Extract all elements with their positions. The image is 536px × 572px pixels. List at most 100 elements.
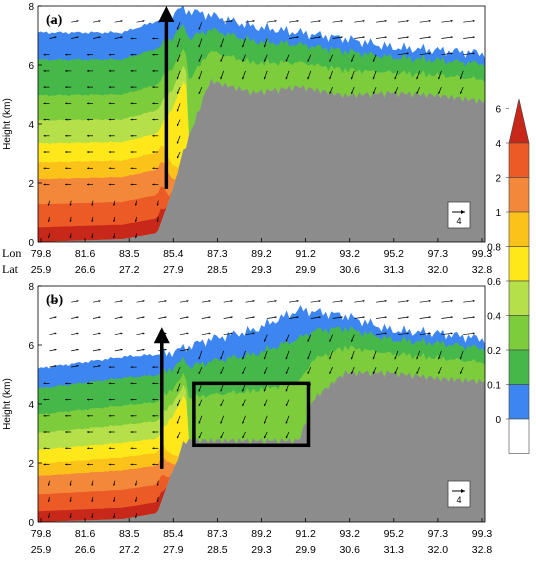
wind-vector-head xyxy=(108,151,111,154)
wind-vector-head xyxy=(297,284,299,286)
lon-tick-label: 85.4 xyxy=(163,248,184,260)
wind-vector-head xyxy=(362,36,365,39)
lon-tick-label: 79.8 xyxy=(31,528,52,540)
wind-vector-head xyxy=(143,4,145,6)
wind-vector-head xyxy=(142,348,145,351)
wind-vector-head xyxy=(130,183,133,186)
panel-a-refvec-head xyxy=(461,210,465,214)
wind-vector-head xyxy=(242,357,245,360)
wind-vector-head xyxy=(120,300,123,303)
wind-vector-head xyxy=(351,357,353,360)
wind-vector-head xyxy=(372,59,375,62)
panel-a-reference-vector: 4 xyxy=(447,201,471,229)
lon-tick-label: 89.2 xyxy=(251,248,272,260)
wind-vector-head xyxy=(108,118,111,121)
wind-vector-head xyxy=(450,316,453,319)
wind-vector-head xyxy=(87,102,89,105)
wind-vector-head xyxy=(428,19,431,22)
wind-vector-head xyxy=(130,167,133,170)
lon-tick-label: 91.2 xyxy=(295,248,316,260)
wind-vector-head xyxy=(156,483,159,486)
wind-vector-head xyxy=(130,463,133,466)
wind-vector-head xyxy=(263,45,266,48)
lon-tick-label: 83.5 xyxy=(119,248,140,260)
panel-b-annotations xyxy=(153,327,311,469)
wind-vector-head xyxy=(130,414,133,417)
wind-vector xyxy=(463,52,475,56)
wind-vector-head xyxy=(76,36,79,39)
wind-vector-head xyxy=(220,77,223,80)
wind-vector-head xyxy=(428,316,431,319)
wind-vector-head xyxy=(451,4,453,6)
wind-vector-head xyxy=(252,20,255,23)
wind-vector-head xyxy=(307,77,310,80)
wind-vector-head xyxy=(319,284,321,286)
wind-vector-head xyxy=(263,77,266,80)
wind-vector-head xyxy=(65,382,68,385)
wind-vector-head xyxy=(134,236,137,239)
wind-vector-head xyxy=(242,77,245,80)
wind-vector-head xyxy=(113,516,116,519)
field-band-4 xyxy=(38,370,485,522)
wind-vector-head xyxy=(152,414,155,417)
wind-vector-head xyxy=(406,332,409,335)
wind-vector-head xyxy=(285,77,288,80)
wind-vector-head xyxy=(438,371,441,374)
wind-vector-head xyxy=(329,371,332,374)
wind-vector xyxy=(463,300,475,303)
wind-vector-head xyxy=(87,414,89,417)
wind-vector-head xyxy=(152,366,155,369)
colorbar-segment xyxy=(508,384,530,420)
wind-vector-head xyxy=(407,284,409,286)
lon-tick-label: 87.3 xyxy=(207,248,228,260)
wind-vector-head xyxy=(142,20,145,23)
wind-vector-head xyxy=(275,284,277,286)
wind-vector-head xyxy=(187,284,189,286)
wind-vector-head xyxy=(143,284,145,286)
wind-vector-head xyxy=(177,436,179,439)
panel-a: (a) Height (km) 0 2 4 6 8 Lon Lat 79.8 25.9 81… xyxy=(2,2,492,276)
wind-vector-head xyxy=(329,59,332,62)
wind-vector-head xyxy=(450,299,453,302)
wind-vector-head xyxy=(472,19,475,22)
lat-tick-label: 27.2 xyxy=(119,544,140,556)
colorbar-extend-arrow xyxy=(508,98,530,144)
wind-vector-head xyxy=(459,77,462,80)
wind-vector-head xyxy=(65,398,68,401)
wind-vector-head xyxy=(416,91,419,94)
wind-vector-head xyxy=(264,371,266,374)
wind-vector-head xyxy=(108,398,111,401)
annotation-arrow-head xyxy=(153,327,170,344)
wind-vector-head xyxy=(113,236,116,239)
wind-vector-head xyxy=(340,36,343,39)
wind-vector-head xyxy=(47,236,50,239)
wind-vector-head xyxy=(242,436,245,439)
wind-vector-head xyxy=(108,447,111,450)
wind-vector-head xyxy=(165,284,167,286)
wind-vector-head xyxy=(341,4,343,6)
wind-vector-head xyxy=(285,371,288,374)
wind-vector-head xyxy=(98,20,101,23)
lat-tick-label: 25.9 xyxy=(31,264,52,276)
wind-vector-head xyxy=(416,371,419,374)
wind-vector-head xyxy=(65,183,68,186)
colorbar-label: 0.1 xyxy=(487,381,501,392)
wind-vector-head xyxy=(76,348,79,351)
lon-tick-label: 79.8 xyxy=(31,248,52,260)
ytick-label: 6 xyxy=(28,61,34,72)
colorbar-segment xyxy=(508,280,530,316)
wind-vector-head xyxy=(130,398,133,401)
lat-tick-label: 27.2 xyxy=(119,264,140,276)
wind-vector-head xyxy=(130,53,133,56)
wind-vector-head xyxy=(87,167,89,170)
ytick-label: 8 xyxy=(28,2,34,13)
wind-vector-head xyxy=(43,102,46,105)
lon-tick-label: 87.3 xyxy=(207,528,228,540)
wind-vector-head xyxy=(87,118,89,121)
wind-vector-head xyxy=(231,4,233,6)
wind-vector-head xyxy=(296,300,299,303)
wind-vector-head xyxy=(296,20,299,23)
panel-b-xticks: 79.8 25.9 81.6 26.6 83.5 27.2 85.4 27.9 87.3 28.5… xyxy=(31,518,492,556)
wind-vector-head xyxy=(47,219,50,222)
wind-vector-head xyxy=(176,45,179,48)
